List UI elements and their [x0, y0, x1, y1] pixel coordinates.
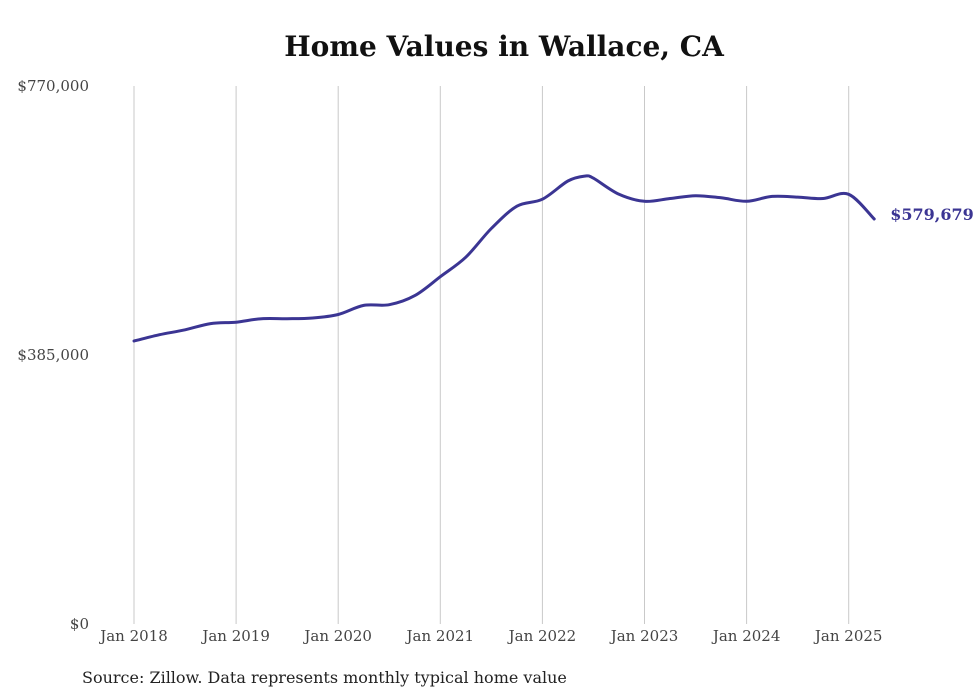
x-tick-label: Jan 2024 — [711, 627, 781, 645]
x-tick-label: Jan 2019 — [200, 627, 270, 645]
end-value-label: $579,679 — [890, 205, 974, 224]
x-tick-label: Jan 2023 — [609, 627, 679, 645]
home-value-line — [132, 174, 876, 343]
y-tick-label: $385,000 — [17, 346, 89, 364]
x-tick-label: Jan 2020 — [302, 627, 372, 645]
y-tick-label: $0 — [70, 615, 89, 633]
chart-title: Home Values in Wallace, CA — [284, 30, 724, 63]
x-tick-label: Jan 2021 — [405, 627, 475, 645]
x-tick-label: Jan 2025 — [813, 627, 883, 645]
x-tick-label: Jan 2018 — [98, 627, 168, 645]
source-note: Source: Zillow. Data represents monthly … — [82, 668, 567, 687]
y-tick-label: $770,000 — [17, 77, 89, 95]
x-tick-label: Jan 2022 — [507, 627, 577, 645]
